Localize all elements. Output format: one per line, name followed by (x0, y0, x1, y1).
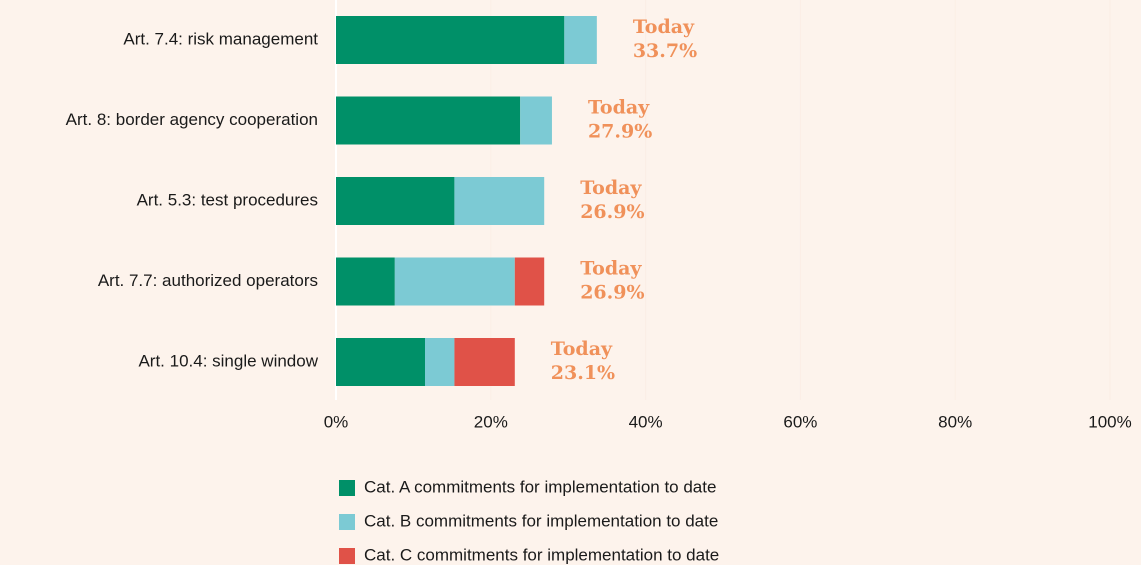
category-label: Art. 7.7: authorized operators (98, 271, 318, 290)
legend-label: Cat. B commitments for implementation to… (364, 511, 718, 530)
annotation-prefix: Today (551, 338, 613, 360)
annotation-total: 26.9% (580, 282, 644, 304)
annotation-total: 23.1% (551, 362, 615, 384)
bar-segment (336, 177, 455, 225)
bar-segment (425, 338, 455, 386)
x-tick-label: 20% (474, 412, 508, 431)
bar-segment (394, 257, 515, 306)
x-tick-label: 100% (1088, 412, 1131, 431)
category-label: Art. 5.3: test procedures (137, 190, 318, 209)
bar-segment (514, 257, 545, 306)
annotation-total: 26.9% (580, 201, 644, 223)
bar-segment (454, 338, 515, 386)
category-label: Art. 8: border agency cooperation (66, 110, 318, 129)
x-tick-label: 0% (324, 412, 349, 431)
legend-swatch (339, 480, 355, 496)
annotation-prefix: Today (588, 97, 650, 119)
bar-segment (336, 16, 565, 64)
x-tick-label: 80% (938, 412, 972, 431)
x-tick-label: 60% (783, 412, 817, 431)
bar-segment (336, 257, 395, 306)
annotation-prefix: Today (633, 16, 695, 38)
legend-swatch (339, 514, 355, 530)
annotation-prefix: Today (580, 177, 642, 199)
legend-label: Cat. C commitments for implementation to… (364, 545, 719, 564)
category-label: Art. 7.4: risk management (123, 29, 318, 48)
legend-swatch (339, 548, 355, 564)
annotation-total: 33.7% (633, 40, 697, 62)
legend-label: Cat. A commitments for implementation to… (364, 477, 716, 496)
bar-segment (520, 96, 552, 145)
bar-segment (336, 96, 521, 145)
annotation-prefix: Today (580, 258, 642, 280)
category-label: Art. 10.4: single window (138, 351, 318, 370)
bar-segment (336, 338, 426, 386)
x-tick-label: 40% (629, 412, 663, 431)
bar-segment (454, 177, 545, 225)
bar-segment (564, 16, 597, 64)
annotation-total: 27.9% (588, 121, 652, 143)
